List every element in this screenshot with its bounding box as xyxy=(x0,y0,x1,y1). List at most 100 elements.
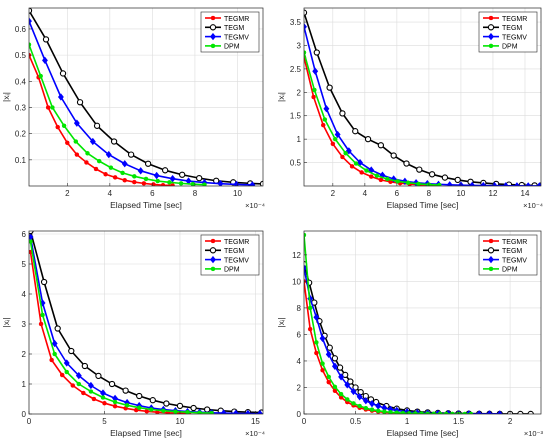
y-tick-label: 1 xyxy=(297,135,302,144)
y-axis-label: |xᵢ| xyxy=(1,92,11,102)
x-tick-label: 8 xyxy=(427,189,432,198)
data-point xyxy=(331,362,338,370)
legend-entry-tegmv: TEGMV xyxy=(483,32,527,41)
legend-label: TEGMR xyxy=(502,16,527,23)
data-point xyxy=(382,409,387,414)
y-tick-label: 2.5 xyxy=(290,65,302,74)
data-point xyxy=(50,105,55,110)
data-point xyxy=(59,70,67,77)
y-tick-label: 4 xyxy=(22,290,27,299)
data-point xyxy=(375,408,381,414)
y-tick-label: 0.6 xyxy=(15,25,27,34)
legend-entry-tegmv: TEGMV xyxy=(205,32,249,41)
series-line-dpm xyxy=(29,44,205,186)
data-point xyxy=(394,410,399,414)
y-tick-label: 6 xyxy=(22,230,27,239)
data-point xyxy=(502,182,509,186)
data-point xyxy=(149,397,156,404)
x-exponent-label: ×10⁻⁴ xyxy=(245,429,265,438)
data-point xyxy=(374,173,380,178)
legend-entry-tegmv: TEGMV xyxy=(483,255,527,264)
data-point xyxy=(338,373,345,381)
legend-entry-tegmr: TEGMR xyxy=(205,15,249,23)
x-tick-label: 0 xyxy=(27,417,32,426)
data-point xyxy=(81,362,89,370)
data-point xyxy=(29,239,33,244)
y-tick-label: 4 xyxy=(297,357,302,366)
legend-entry-dpm: DPM xyxy=(483,43,518,51)
data-point xyxy=(196,174,203,182)
data-point xyxy=(136,405,142,410)
data-point xyxy=(185,409,190,414)
x-tick-label: 2 xyxy=(331,189,336,198)
legend-label: DPM xyxy=(224,44,240,51)
data-point xyxy=(54,325,61,332)
data-point xyxy=(313,49,320,56)
data-point xyxy=(178,181,184,186)
x-tick-label: 15 xyxy=(251,417,260,426)
data-point xyxy=(476,410,483,414)
data-point xyxy=(203,406,211,413)
data-point xyxy=(351,401,356,406)
series-tegmr xyxy=(29,52,175,186)
x-tick-label: 4 xyxy=(363,189,368,198)
data-point xyxy=(350,387,357,396)
y-tick-label: 1.5 xyxy=(290,112,302,121)
data-point xyxy=(323,105,330,113)
data-point xyxy=(332,384,338,390)
legend-label: TEGMV xyxy=(502,257,527,264)
data-point xyxy=(68,347,75,355)
x-tick-label: 8 xyxy=(193,189,198,198)
data-point xyxy=(42,56,48,65)
y-tick-label: 8 xyxy=(297,304,302,313)
chart-panel-2: 2 4 6 8 10 12 14 0.5 1 1.5 2 2.5 3 3.5 ×10⁻⁴ Elapsed Ti… xyxy=(276,7,543,210)
data-point xyxy=(369,174,374,179)
data-point xyxy=(322,117,328,122)
data-point xyxy=(176,402,184,410)
data-point xyxy=(110,138,118,145)
x-tick-label: 5 xyxy=(102,417,107,426)
data-point xyxy=(364,136,372,143)
data-point xyxy=(304,264,307,272)
y-tick-label: 0.5 xyxy=(15,51,27,60)
chart-panel-4: 0 0.5 1 1.5 2 0 2 4 6 8 10 12 ×10⁻³ Elapsed Time [sec… xyxy=(276,230,543,438)
data-point xyxy=(74,152,80,157)
legend-label: TEGMV xyxy=(224,257,249,264)
data-point xyxy=(332,136,338,142)
legend-entry-dpm: DPM xyxy=(205,266,240,274)
data-point xyxy=(141,181,147,186)
data-point xyxy=(319,334,326,343)
data-point xyxy=(378,177,384,183)
y-axis-label: |xᵢ| xyxy=(1,317,11,327)
data-point xyxy=(73,119,80,127)
data-point xyxy=(304,50,307,55)
data-point xyxy=(51,339,58,348)
data-point xyxy=(42,36,50,43)
data-point xyxy=(91,396,97,402)
data-point xyxy=(190,181,196,186)
data-point xyxy=(29,42,32,47)
x-tick-label: 14 xyxy=(521,189,530,198)
data-point xyxy=(144,409,150,414)
legend-label: TEGM xyxy=(224,248,244,255)
ticks: 0 0.5 1 1.5 2 0 2 4 6 8 10 12 xyxy=(292,251,513,426)
y-tick-label: 0 xyxy=(297,410,302,419)
data-point xyxy=(88,389,94,394)
legend-marker xyxy=(209,247,217,254)
data-point xyxy=(446,181,453,186)
data-point xyxy=(64,369,69,375)
data-point xyxy=(345,397,350,402)
data-point xyxy=(353,161,359,166)
x-exponent-label: ×10⁻⁴ xyxy=(523,201,543,210)
x-axis-label: Elapsed Time [sec] xyxy=(110,428,182,438)
ticks: 0 5 10 15 0 1 2 3 4 5 6 xyxy=(22,230,261,426)
legend-marker xyxy=(488,266,494,272)
data-point xyxy=(155,178,160,184)
y-tick-label: 10 xyxy=(292,277,301,286)
y-tick-label: 0.2 xyxy=(15,130,27,139)
data-point xyxy=(339,110,346,117)
data-layer xyxy=(29,8,263,186)
legend-label: DPM xyxy=(502,44,518,51)
data-point xyxy=(73,139,79,144)
data-point xyxy=(112,175,118,180)
